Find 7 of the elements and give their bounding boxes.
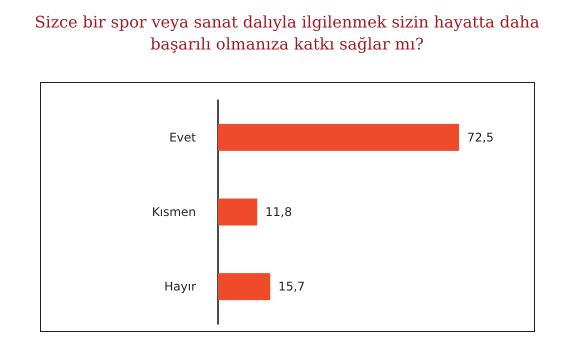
data-label: 11,8	[265, 205, 292, 219]
y-tick-label: Hayır	[164, 280, 196, 294]
y-tick-label: Evet	[169, 130, 196, 144]
y-tick-label: Kısmen	[152, 205, 196, 219]
data-label: 15,7	[278, 280, 305, 294]
data-label: 72,5	[467, 130, 494, 144]
chart-title: Sizce bir spor veya sanat dalıyla ilgilenmek sizin hayatta daha başarılı olmanıza katkı sağlar mı?	[34, 12, 540, 54]
